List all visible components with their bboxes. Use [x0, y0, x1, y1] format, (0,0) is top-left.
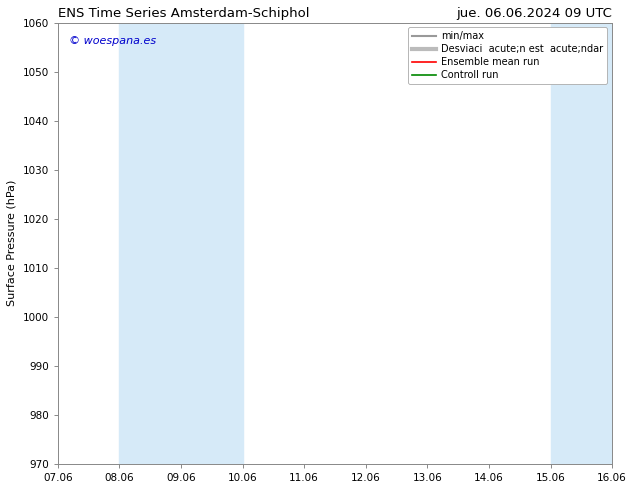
Text: © woespana.es: © woespana.es [69, 36, 156, 46]
Bar [119, 23, 243, 464]
Text: jue. 06.06.2024 09 UTC: jue. 06.06.2024 09 UTC [456, 7, 612, 20]
Y-axis label: Surface Pressure (hPa): Surface Pressure (hPa) [7, 180, 17, 306]
Bar [550, 23, 612, 464]
Text: ENS Time Series Amsterdam-Schiphol: ENS Time Series Amsterdam-Schiphol [58, 7, 309, 20]
Legend: min/max, Desviaci  acute;n est  acute;ndar, Ensemble mean run, Controll run: min/max, Desviaci acute;n est acute;ndar… [408, 27, 607, 84]
